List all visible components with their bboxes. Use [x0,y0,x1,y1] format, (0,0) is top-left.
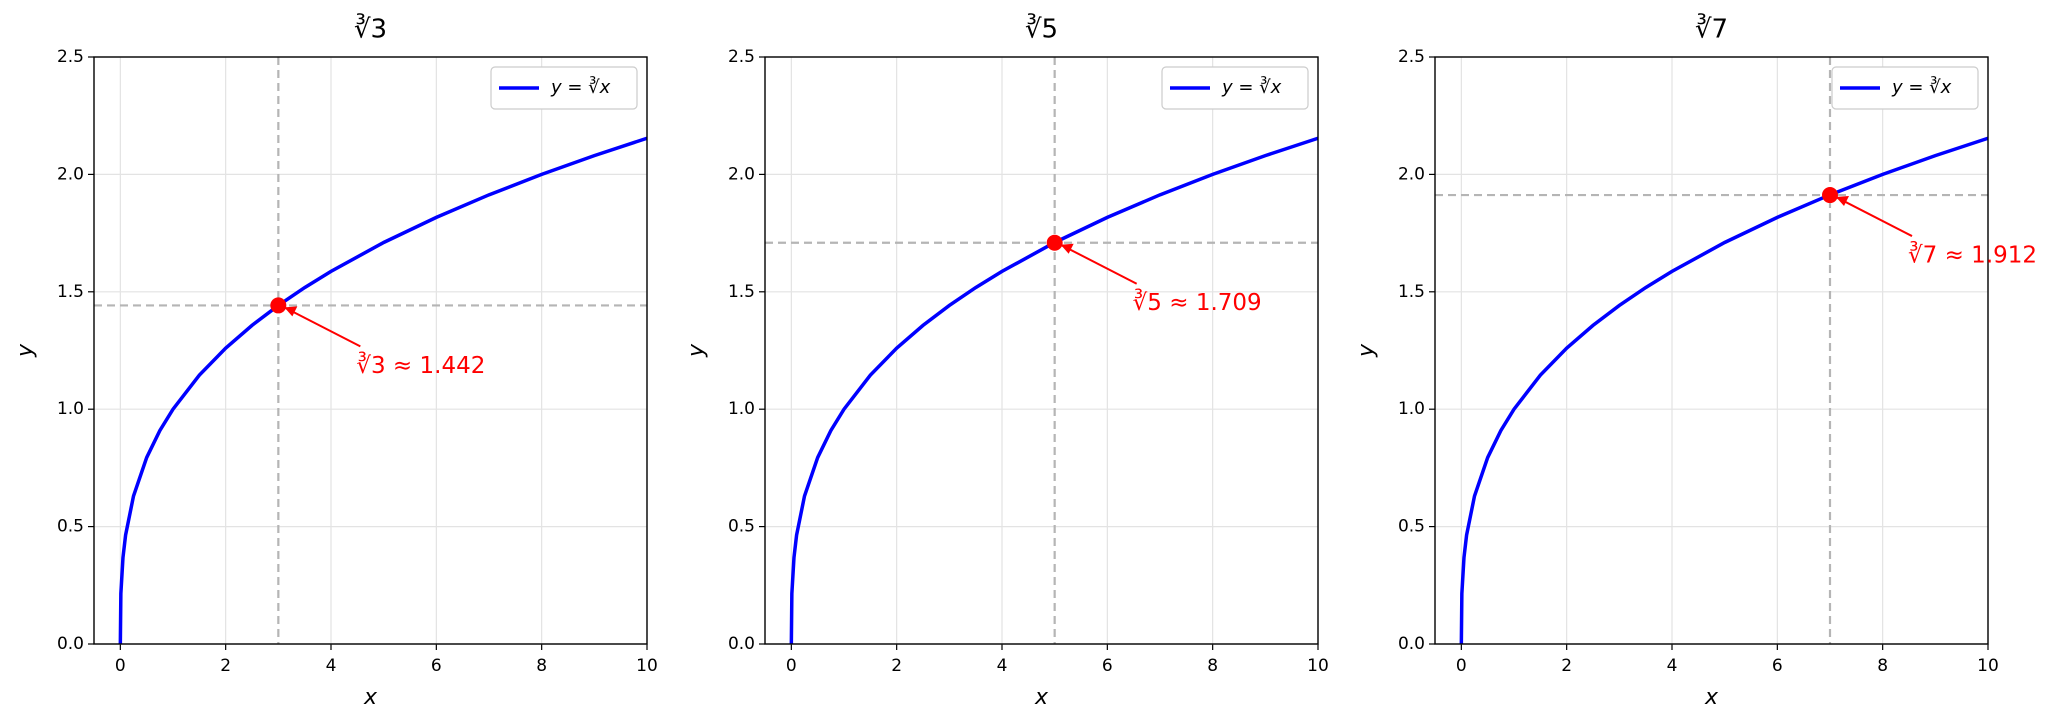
axes-frame [93,56,648,645]
x-axis-label: x [1034,685,1049,710]
x-tick-label: 6 [1772,656,1783,676]
x-tick-label: 0 [786,656,797,676]
highlight-point [1822,187,1838,204]
x-axis-label: x [1704,685,1719,710]
axes-frame [1434,56,1989,645]
legend-box [1161,66,1309,110]
axes-frame [764,56,1319,645]
x-tick-label: 0 [115,656,126,676]
arrow-head [1060,243,1074,254]
y-tick-label: 2.5 [728,47,755,67]
y-tick-label: 0.0 [57,634,84,654]
x-tick-label: 4 [326,656,337,676]
x-tick-label: 4 [1667,656,1678,676]
x-tick-label: 2 [891,656,902,676]
curve [118,136,648,645]
y-tick-label: 0.5 [57,517,84,537]
chart-title: ∛7 [1695,13,1728,45]
y-tick-label: 1.0 [728,399,755,419]
y-tick-label: 1.0 [57,399,84,419]
legend-box [1831,66,1979,110]
y-tick-label: 2.5 [1398,47,1425,67]
y-axis-label: y [1354,343,1379,358]
legend-label: y = ∛x [550,76,611,98]
x-tick-label: 6 [1102,656,1113,676]
y-tick-label: 1.5 [57,282,84,302]
y-tick-label: 1.0 [1398,399,1425,419]
x-axis-label: x [363,685,378,710]
annotation: ∛5 ≈ 1.709 [1133,288,1262,316]
y-tick-label: 1.5 [728,282,755,302]
y-tick-label: 2.0 [728,164,755,184]
x-tick-label: 10 [1977,656,1999,676]
curve [789,136,1319,645]
x-tick-label: 4 [997,656,1008,676]
legend-box [490,66,638,110]
x-tick-label: 8 [1207,656,1218,676]
chart-title: ∛3 [354,13,387,45]
chart-title: ∛5 [1025,13,1058,45]
arrow-head [1836,196,1849,207]
x-tick-label: 10 [636,656,658,676]
annotation-arrow [1060,243,1138,285]
x-tick-label: 8 [536,656,547,676]
y-axis-label: y [684,343,709,358]
y-tick-label: 1.5 [1398,282,1425,302]
x-tick-label: 0 [1456,656,1467,676]
highlight-point [270,297,287,314]
y-tick-label: 2.5 [57,47,84,67]
y-tick-label: 2.0 [1398,164,1425,184]
legend-label: y = ∛x [1221,76,1282,98]
y-tick-label: 0.0 [1398,634,1425,654]
y-tick-label: 0.5 [1398,517,1425,537]
legend-label: y = ∛x [1891,76,1952,98]
y-axis-label: y [13,343,38,358]
annotation-arrow [1835,196,1913,237]
x-tick-label: 2 [1561,656,1572,676]
highlight-point [1046,234,1063,251]
y-tick-label: 2.0 [57,164,84,184]
x-tick-label: 2 [220,656,231,676]
arrow-head [284,306,298,317]
curve [1459,136,1989,645]
y-tick-label: 0.0 [728,634,755,654]
y-tick-label: 0.5 [728,517,755,537]
x-tick-label: 10 [1307,656,1329,676]
annotation: ∛7 ≈ 1.912 [1908,241,2037,269]
annotation-arrow [283,306,361,348]
x-tick-label: 6 [431,656,442,676]
x-tick-label: 8 [1877,656,1888,676]
annotation: ∛3 ≈ 1.442 [356,351,485,379]
